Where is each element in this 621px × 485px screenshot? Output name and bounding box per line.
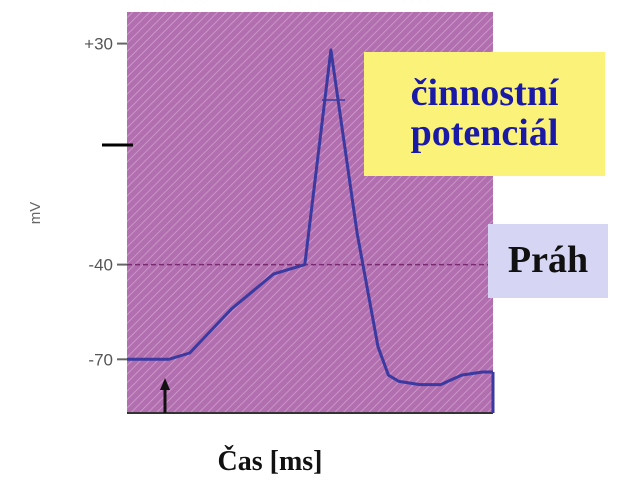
action-potential-line-1: činnostní xyxy=(410,72,559,115)
action-potential-callout: činnostní potenciál xyxy=(364,52,605,176)
y-tick-label: -40 xyxy=(88,256,113,275)
y-axis: +30 -40 -70 xyxy=(84,35,133,369)
series-group xyxy=(127,48,495,413)
y-tick-label: +30 xyxy=(84,35,113,54)
x-axis-label: Čas [ms] xyxy=(217,446,323,477)
membrane-potential-line xyxy=(127,48,493,387)
action-potential-line-2: potenciál xyxy=(410,112,559,154)
stimulus-arrow-head xyxy=(160,378,170,390)
threshold-callout: Práh xyxy=(488,224,608,298)
threshold-label: Práh xyxy=(507,239,589,282)
y-tick-label: -70 xyxy=(88,350,113,369)
y-axis-label: mV xyxy=(27,202,44,225)
